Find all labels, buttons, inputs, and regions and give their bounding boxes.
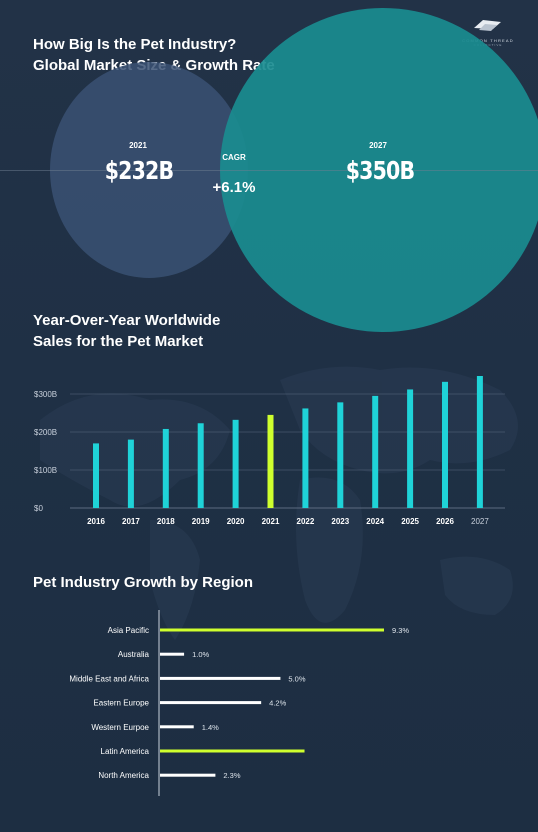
y-tick-label: $0 [34, 504, 43, 513]
bar [162, 428, 169, 508]
region-value-label: 9.3% [392, 626, 409, 635]
x-tick-label: 2019 [192, 517, 210, 526]
page-title: How Big Is the Pet Industry? Global Mark… [33, 34, 275, 76]
bar [232, 419, 239, 508]
bar [267, 414, 274, 508]
bar [442, 381, 448, 508]
sales-section-title: Year-Over-Year Worldwide Sales for the P… [33, 310, 220, 352]
region-value-label: 2.3% [223, 771, 240, 780]
x-tick-label: 2026 [436, 517, 454, 526]
region-value-label: 5.0% [288, 674, 305, 683]
year-2021-label: 2021 [129, 141, 147, 150]
flag-logo-icon [474, 20, 501, 31]
region-bar [160, 725, 194, 729]
region-value-label: 4.2% [269, 699, 286, 708]
bar [302, 408, 309, 508]
sales-bar-chart: $0 $100B $200B $300B 2016 2017 2018 2019 2020 202… [34, 376, 505, 526]
bar [197, 423, 204, 508]
region-section-title: Pet Industry Growth by Region [33, 574, 254, 591]
bar [407, 389, 414, 508]
bar [337, 402, 344, 508]
title-line-1: How Big Is the Pet Industry? [33, 36, 237, 53]
bar [127, 439, 134, 508]
logo-wordmark: COMMON THREAD [462, 38, 514, 43]
x-tick-label: 2017 [122, 517, 140, 526]
region-label: North America [98, 771, 149, 780]
x-tick-label: 2025 [401, 517, 419, 526]
x-tick-label: 2021 [262, 517, 280, 526]
region-value-label: 1.0% [192, 650, 209, 659]
cagr-value: +6.1% [212, 179, 256, 196]
region-label: Latin America [101, 747, 150, 756]
y-tick-label: $300B [34, 390, 57, 399]
bar [93, 443, 99, 508]
bar [476, 376, 483, 508]
y-tick-label: $200B [34, 428, 57, 437]
region-label: Middle East and Africa [69, 674, 149, 683]
region-bar [160, 749, 305, 753]
y-tick-label: $100B [34, 466, 57, 475]
region-bar [160, 701, 262, 705]
cagr-label: CAGR [222, 153, 246, 162]
x-tick-label: 2020 [227, 517, 245, 526]
region-bar [160, 676, 281, 680]
sales-title-line-2: Sales for the Pet Market [33, 333, 204, 350]
region-bar-chart: Asia Pacific 9.3% Australia 1.0% Middle East… [69, 610, 409, 796]
x-tick-label: 2016 [87, 517, 105, 526]
value-2027: $350B [345, 156, 415, 185]
bar [372, 395, 379, 508]
x-tick-label: 2027 [471, 517, 489, 526]
region-bar [160, 773, 216, 777]
region-label: Eastern Europe [93, 699, 149, 708]
x-tick-label: 2022 [297, 517, 315, 526]
year-2027-label: 2027 [369, 141, 387, 150]
x-tick-label: 2024 [366, 517, 384, 526]
region-label: Western Eurpoe [91, 723, 149, 732]
x-tick-label: 2023 [331, 517, 349, 526]
region-bar [160, 628, 384, 632]
region-label: Asia Pacific [108, 626, 149, 635]
region-value-label: 1.4% [202, 723, 219, 732]
value-2021: $232B [104, 156, 174, 185]
sales-title-line-1: Year-Over-Year Worldwide [33, 312, 221, 329]
region-label: Australia [118, 650, 150, 659]
x-tick-label: 2018 [157, 517, 175, 526]
region-bar [160, 652, 185, 656]
horizontal-divider-line [0, 170, 538, 171]
